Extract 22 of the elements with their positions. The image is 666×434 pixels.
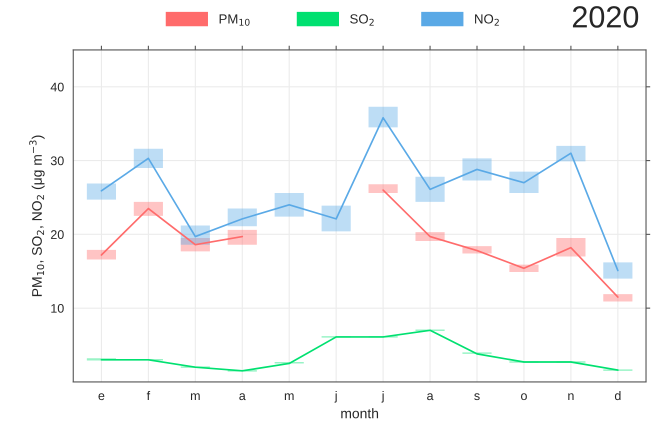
legend-label: NO$_{2}$: [475, 14, 499, 26]
legend-label: SO$_{2}$: [350, 14, 374, 26]
y-tick-label: 20: [50, 230, 64, 240]
y-tick-label: 40: [50, 82, 64, 92]
x-tick-label: m: [190, 393, 200, 400]
x-tick-label: m: [284, 393, 294, 400]
x-tick-label: s: [474, 393, 480, 400]
x-tick-label: a: [239, 393, 246, 400]
x-tick-label: a: [427, 393, 434, 400]
y-tick-label: 10: [51, 304, 64, 313]
x-axis-title: month: [341, 408, 378, 418]
x-tick-label: j: [334, 390, 337, 403]
chart-title: 2020: [572, 6, 638, 28]
x-tick-label: j: [381, 390, 384, 403]
x-tick-label: o: [521, 393, 527, 400]
legend-label: PM$_{10}$: [220, 14, 250, 26]
x-tick-label: e: [98, 393, 104, 400]
x-tick-label: n: [568, 393, 574, 400]
text: PM$_{10}$, SO$_{2}$, NO$_{2}$ (μg m$^{−3}$): [29, 136, 45, 296]
x-tick-label: d: [614, 390, 621, 400]
x-tick-label: f: [146, 390, 150, 400]
y-tick-label: 30: [50, 156, 64, 166]
